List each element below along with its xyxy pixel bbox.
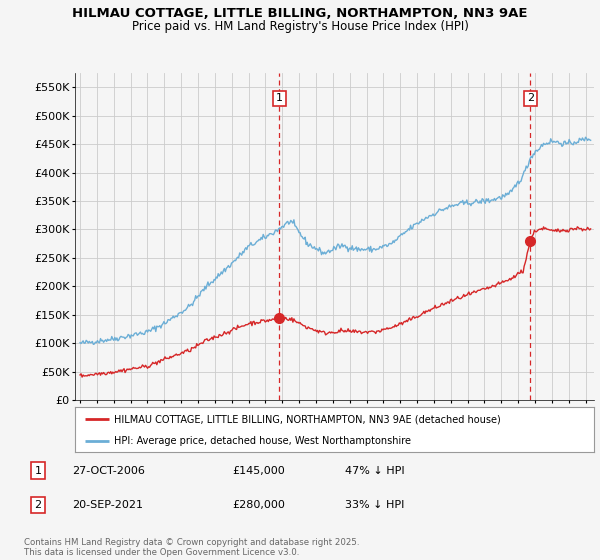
Text: HILMAU COTTAGE, LITTLE BILLING, NORTHAMPTON, NN3 9AE: HILMAU COTTAGE, LITTLE BILLING, NORTHAMP… <box>72 7 528 20</box>
Text: 20-SEP-2021: 20-SEP-2021 <box>72 500 143 510</box>
Text: £145,000: £145,000 <box>233 465 286 475</box>
Text: HILMAU COTTAGE, LITTLE BILLING, NORTHAMPTON, NN3 9AE (detached house): HILMAU COTTAGE, LITTLE BILLING, NORTHAMP… <box>114 414 500 424</box>
Text: £280,000: £280,000 <box>233 500 286 510</box>
Text: 2: 2 <box>35 500 41 510</box>
Text: 47% ↓ HPI: 47% ↓ HPI <box>346 465 405 475</box>
Text: 1: 1 <box>35 465 41 475</box>
Text: HPI: Average price, detached house, West Northamptonshire: HPI: Average price, detached house, West… <box>114 436 411 446</box>
Text: 33% ↓ HPI: 33% ↓ HPI <box>346 500 405 510</box>
Text: 1: 1 <box>276 94 283 104</box>
Text: 27-OCT-2006: 27-OCT-2006 <box>72 465 145 475</box>
Text: Contains HM Land Registry data © Crown copyright and database right 2025.
This d: Contains HM Land Registry data © Crown c… <box>24 538 359 557</box>
Text: 2: 2 <box>527 94 534 104</box>
Text: Price paid vs. HM Land Registry's House Price Index (HPI): Price paid vs. HM Land Registry's House … <box>131 20 469 32</box>
